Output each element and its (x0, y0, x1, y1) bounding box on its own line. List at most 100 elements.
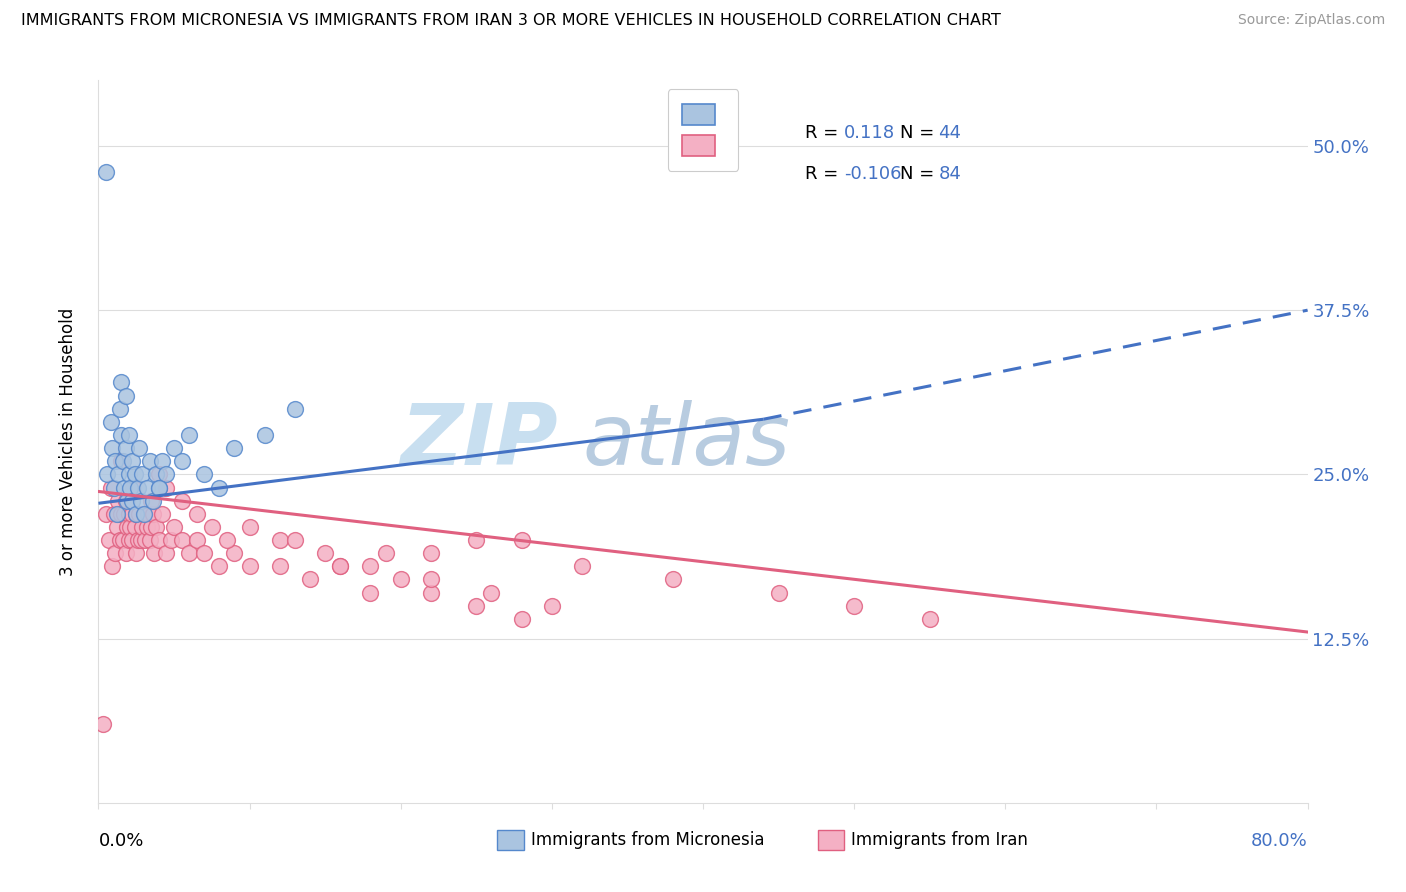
Point (150, 454, 173, 468)
Text: N =: N = (900, 165, 941, 183)
Point (96, 467, 118, 482)
Point (155, 481, 177, 495)
Point (215, 533, 238, 547)
Point (118, 428, 141, 442)
Point (127, 481, 149, 495)
Point (128, 507, 150, 521)
Text: N =: N = (900, 124, 941, 142)
Point (94, 165, 117, 179)
Point (101, 441, 124, 455)
Text: 44: 44 (938, 124, 962, 142)
Point (107, 467, 129, 482)
Point (112, 507, 135, 521)
Point (132, 507, 155, 521)
Point (127, 533, 149, 547)
Point (269, 559, 291, 574)
Point (918, 612, 941, 626)
Point (389, 573, 412, 587)
Point (108, 401, 131, 416)
Point (110, 454, 132, 468)
Point (107, 493, 129, 508)
Point (139, 454, 162, 468)
Point (420, 546, 443, 560)
Point (510, 612, 533, 626)
Point (110, 376, 132, 390)
Text: -0.106: -0.106 (844, 165, 901, 183)
Point (420, 573, 443, 587)
Point (314, 546, 336, 560)
Text: R =: R = (804, 165, 844, 183)
Text: atlas: atlas (582, 400, 790, 483)
Point (163, 441, 186, 455)
Point (170, 493, 193, 508)
Point (121, 454, 143, 468)
Point (284, 401, 307, 416)
Point (121, 493, 143, 508)
Point (108, 533, 131, 547)
Point (120, 481, 142, 495)
Point (131, 467, 153, 482)
Text: 0.118: 0.118 (844, 124, 896, 142)
Point (103, 507, 125, 521)
Point (135, 481, 157, 495)
Point (269, 533, 291, 547)
Point (131, 520, 153, 534)
Point (94, 507, 117, 521)
Point (179, 546, 201, 560)
Point (118, 533, 141, 547)
Point (128, 441, 150, 455)
Text: R =: R = (804, 124, 844, 142)
Point (179, 428, 201, 442)
Point (150, 507, 173, 521)
Point (329, 559, 352, 574)
Point (148, 481, 170, 495)
Point (104, 454, 127, 468)
Point (329, 559, 352, 574)
Point (224, 441, 246, 455)
Point (540, 599, 562, 613)
Point (121, 507, 143, 521)
Point (110, 428, 132, 442)
Point (155, 467, 177, 482)
Point (844, 599, 866, 613)
Point (481, 585, 503, 599)
Point (253, 428, 276, 442)
Point (129, 493, 152, 508)
Point (145, 467, 167, 482)
Point (170, 454, 193, 468)
Point (193, 467, 215, 482)
Point (118, 507, 141, 521)
Text: Immigrants from Micronesia: Immigrants from Micronesia (531, 830, 765, 848)
Point (163, 520, 186, 534)
Point (120, 520, 142, 534)
Point (114, 441, 136, 455)
Point (374, 546, 396, 560)
Point (170, 533, 193, 547)
Point (141, 520, 163, 534)
Text: ZIP: ZIP (401, 400, 558, 483)
Text: 84: 84 (938, 165, 962, 183)
Point (148, 481, 170, 495)
FancyBboxPatch shape (498, 830, 524, 850)
Point (105, 507, 128, 521)
Point (465, 533, 488, 547)
Point (114, 388, 136, 402)
Point (122, 481, 145, 495)
Legend: , : , (668, 89, 738, 170)
Point (115, 493, 138, 508)
Point (100, 415, 122, 429)
Point (142, 507, 165, 521)
Point (141, 493, 163, 508)
Point (125, 507, 148, 521)
Point (193, 546, 215, 560)
Point (132, 507, 155, 521)
Point (571, 559, 593, 574)
Point (111, 454, 134, 468)
Point (103, 481, 125, 495)
Point (118, 467, 141, 482)
Point (124, 520, 146, 534)
Point (114, 493, 136, 508)
Point (145, 520, 167, 534)
Point (98, 533, 121, 547)
Point (208, 559, 231, 574)
